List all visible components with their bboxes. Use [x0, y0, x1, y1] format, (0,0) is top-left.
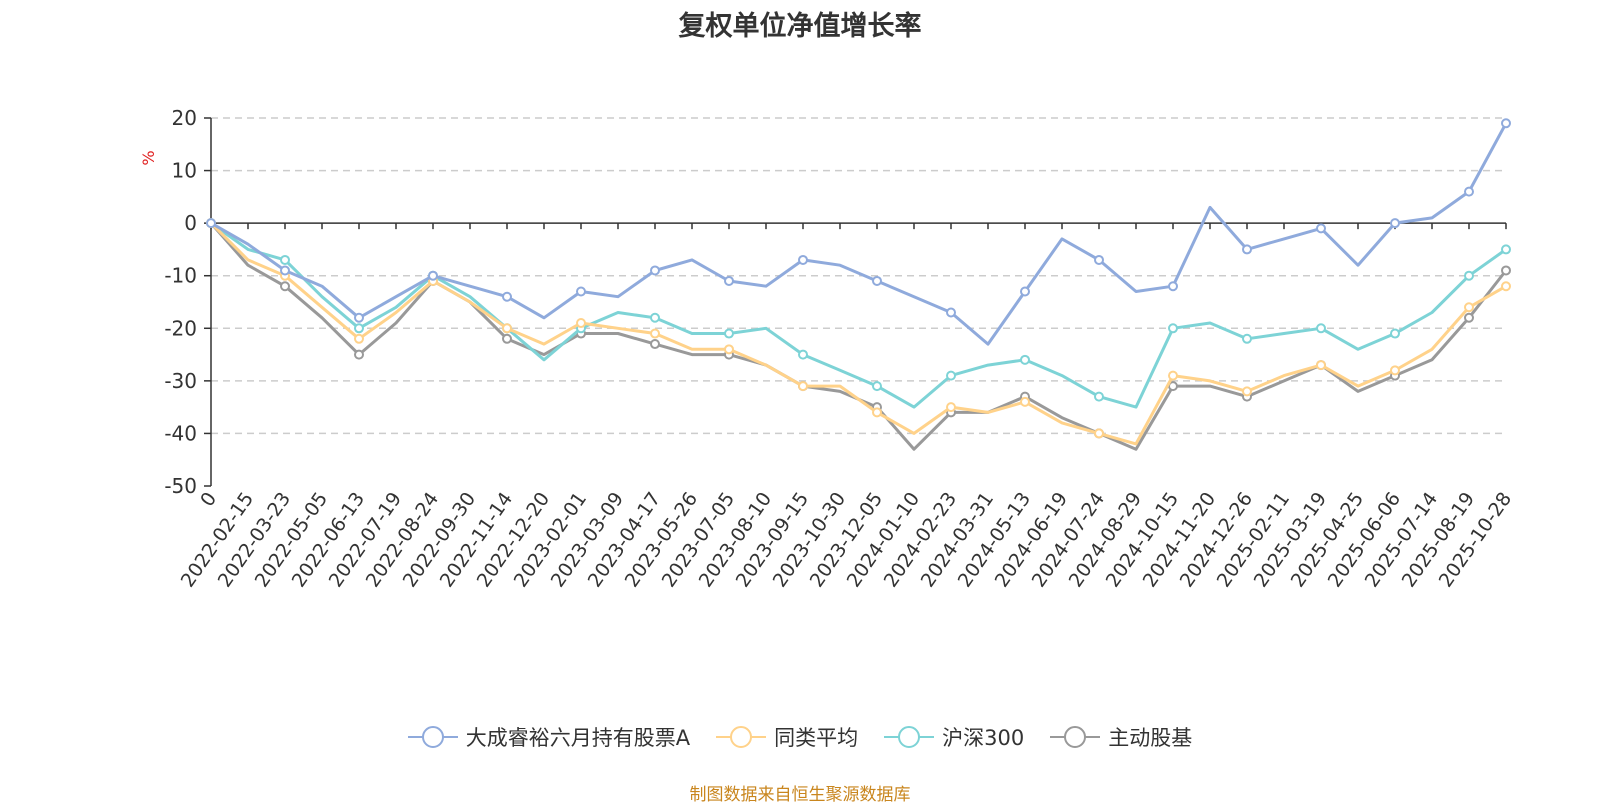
- y-tick-label: -50: [164, 474, 197, 498]
- y-tick-label: 0: [184, 211, 197, 235]
- data-point: [354, 333, 364, 344]
- data-point: [724, 275, 734, 286]
- data-point: [798, 349, 808, 360]
- x-tick-label: 0: [196, 488, 221, 511]
- data-point: [1020, 354, 1030, 365]
- data-point: [502, 291, 512, 302]
- y-tick-label: -30: [164, 369, 197, 393]
- data-point: [1390, 218, 1400, 229]
- y-axis-unit: %: [139, 150, 158, 165]
- legend-label-fund: 大成睿裕六月持有股票A: [465, 726, 691, 750]
- y-tick-label: -40: [164, 421, 197, 445]
- data-point: [946, 307, 956, 318]
- data-point: [280, 281, 290, 292]
- data-point: [1501, 265, 1511, 276]
- data-point: [1242, 333, 1252, 344]
- legend-label-active-equity: 主动股基: [1108, 726, 1193, 750]
- series-line: [209, 222, 1507, 446]
- data-point: [280, 254, 290, 265]
- data-point: [354, 323, 364, 334]
- legend-label-csi300: 沪深300: [942, 726, 1025, 750]
- legend-marker-csi300-icon: [884, 726, 935, 748]
- data-point: [576, 286, 586, 297]
- data-point: [1390, 328, 1400, 339]
- tick-labels: 20100-10-20-30-40-50%02022-02-152022-03-…: [139, 106, 1516, 591]
- data-point: [1094, 254, 1104, 265]
- data-point: [1501, 281, 1511, 292]
- data-point: [502, 323, 512, 334]
- data-point: [1464, 302, 1474, 313]
- y-tick-label: 20: [172, 106, 197, 130]
- grid-lines: [211, 117, 1506, 435]
- legend: 大成睿裕六月持有股票A 同类平均 沪深300 主动股基: [0, 722, 1600, 752]
- data-point: [1168, 370, 1178, 381]
- data-source-note: 制图数据来自恒生聚源数据库: [689, 785, 911, 805]
- data-point: [1464, 270, 1474, 281]
- data-point: [354, 349, 364, 360]
- data-point: [650, 328, 660, 339]
- data-point: [798, 254, 808, 265]
- axes: [204, 117, 1507, 487]
- data-point: [1316, 360, 1326, 371]
- data-point: [1094, 391, 1104, 402]
- legend-label-peer-average: 同类平均: [774, 726, 859, 750]
- data-point: [724, 344, 734, 355]
- data-point: [650, 265, 660, 276]
- legend-item-peer-average[interactable]: 同类平均: [716, 722, 858, 752]
- y-tick-label: -20: [164, 316, 197, 340]
- data-point: [1464, 312, 1474, 323]
- data-point: [1501, 118, 1511, 129]
- chart-title: 复权单位净值增长率: [678, 11, 922, 42]
- data-point: [946, 370, 956, 381]
- data-point: [1242, 386, 1252, 397]
- data-point: [354, 312, 364, 323]
- data-point: [1020, 286, 1030, 297]
- data-point: [1501, 244, 1511, 255]
- data-point: [1168, 281, 1178, 292]
- legend-item-csi300[interactable]: 沪深300: [884, 722, 1024, 752]
- legend-marker-active-equity-icon: [1050, 726, 1101, 748]
- series-line: [210, 122, 1508, 346]
- data-point: [650, 312, 660, 323]
- data-point: [798, 381, 808, 392]
- data-point: [280, 265, 290, 276]
- legend-marker-fund-icon: [407, 726, 458, 748]
- y-tick-label: -10: [164, 264, 197, 288]
- data-point: [576, 318, 586, 329]
- data-point: [872, 407, 882, 418]
- data-point: [1020, 396, 1030, 407]
- series-line: [210, 221, 1507, 409]
- data-point: [1316, 223, 1326, 234]
- series-lines: [206, 118, 1511, 451]
- legend-item-fund[interactable]: 大成睿裕六月持有股票A: [407, 722, 691, 752]
- data-point: [1390, 365, 1400, 376]
- data-point: [502, 333, 512, 344]
- data-point: [1094, 428, 1104, 439]
- data-point: [724, 328, 734, 339]
- data-point: [428, 270, 438, 281]
- data-point: [946, 402, 956, 413]
- series-line: [209, 222, 1508, 451]
- data-point: [650, 339, 660, 350]
- y-tick-label: 10: [172, 159, 197, 183]
- data-point: [872, 275, 882, 286]
- data-point: [872, 381, 882, 392]
- data-point: [1316, 323, 1326, 334]
- data-point: [1464, 186, 1474, 197]
- data-point: [206, 218, 216, 229]
- legend-item-active-equity[interactable]: 主动股基: [1050, 722, 1192, 752]
- data-point: [1168, 323, 1178, 334]
- data-point: [1242, 244, 1252, 255]
- legend-marker-peer-average-icon: [716, 726, 767, 748]
